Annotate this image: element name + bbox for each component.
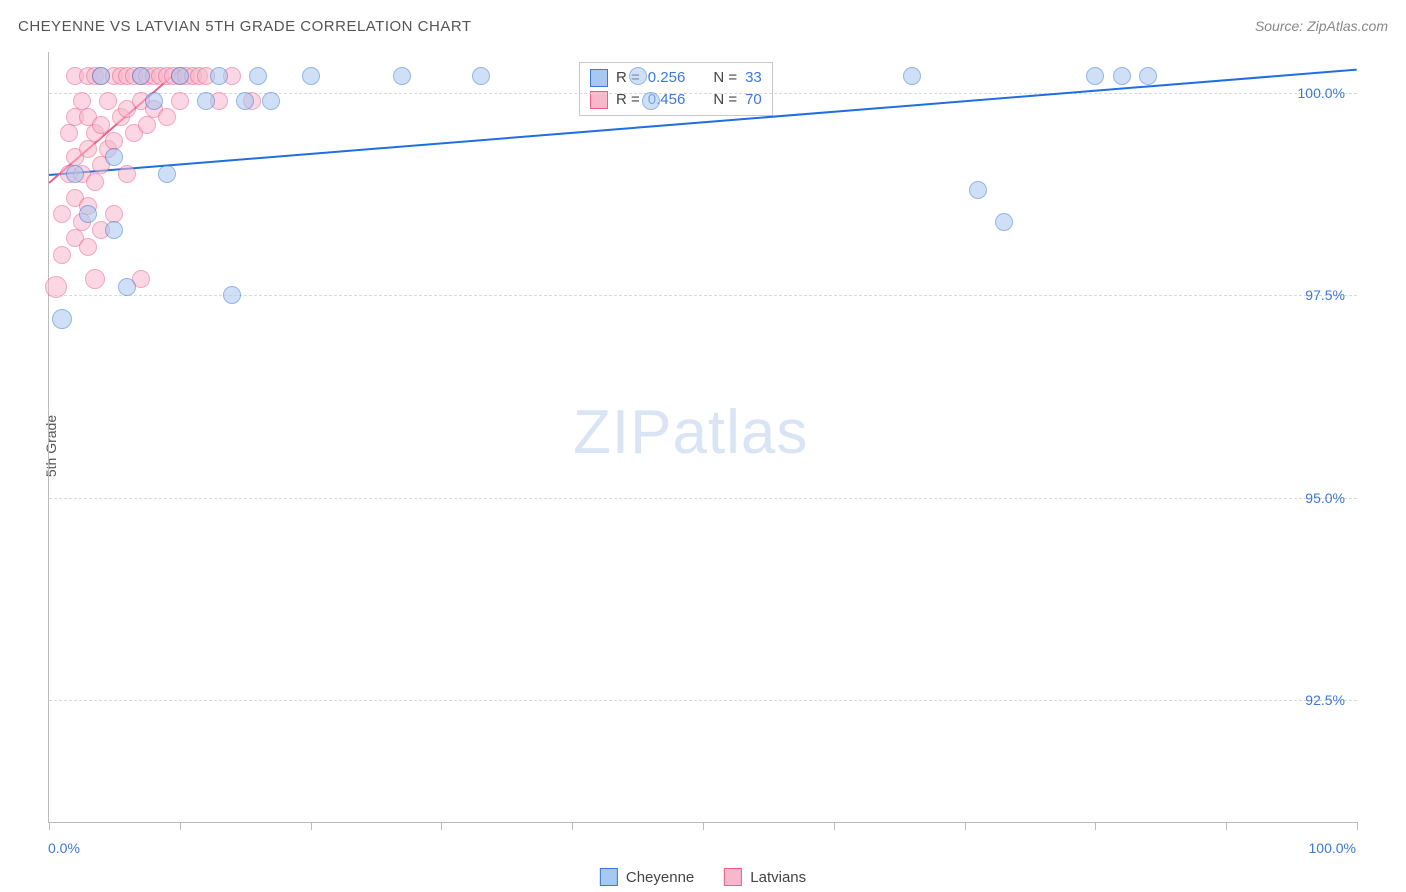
- data-point: [1139, 67, 1157, 85]
- x-tick: [572, 822, 573, 830]
- data-point: [86, 173, 104, 191]
- y-tick-label: 97.5%: [1305, 287, 1345, 303]
- data-point: [105, 148, 123, 166]
- x-tick: [311, 822, 312, 830]
- legend-swatch: [724, 868, 742, 886]
- x-tick: [180, 822, 181, 830]
- data-point: [223, 286, 241, 304]
- series-swatch: [590, 91, 608, 109]
- x-tick: [49, 822, 50, 830]
- data-point: [145, 92, 163, 110]
- legend-item: Cheyenne: [600, 868, 694, 886]
- data-point: [79, 140, 97, 158]
- data-point: [472, 67, 490, 85]
- data-point: [53, 205, 71, 223]
- data-point: [249, 67, 267, 85]
- data-point: [236, 92, 254, 110]
- legend-swatch: [600, 868, 618, 886]
- data-point: [52, 309, 72, 329]
- x-tick: [703, 822, 704, 830]
- data-point: [1113, 67, 1131, 85]
- gridline: [49, 295, 1357, 296]
- data-point: [60, 124, 78, 142]
- legend-item: Latvians: [724, 868, 806, 886]
- stats-row: R =0.256N =33: [590, 67, 762, 89]
- data-point: [118, 165, 136, 183]
- data-point: [171, 92, 189, 110]
- data-point: [99, 92, 117, 110]
- data-point: [105, 221, 123, 239]
- x-tick: [441, 822, 442, 830]
- data-point: [66, 165, 84, 183]
- data-point: [92, 67, 110, 85]
- data-point: [210, 67, 228, 85]
- data-point: [158, 165, 176, 183]
- data-point: [158, 108, 176, 126]
- data-point: [132, 67, 150, 85]
- watermark-atlas: atlas: [672, 398, 808, 467]
- x-tick: [1357, 822, 1358, 830]
- data-point: [85, 269, 105, 289]
- data-point: [393, 67, 411, 85]
- data-point: [903, 67, 921, 85]
- data-point: [642, 92, 660, 110]
- x-tick: [965, 822, 966, 830]
- chart-title: CHEYENNE VS LATVIAN 5TH GRADE CORRELATIO…: [18, 18, 472, 35]
- legend-label: Latvians: [750, 869, 806, 886]
- series-legend: Cheyenne Latvians: [600, 868, 806, 886]
- data-point: [302, 67, 320, 85]
- x-axis-min-label: 0.0%: [48, 840, 80, 856]
- data-point: [969, 181, 987, 199]
- y-tick-label: 95.0%: [1305, 490, 1345, 506]
- scatter-plot-area: ZIPatlas R =0.256N =33R =0.456N =70 92.5…: [48, 52, 1357, 823]
- data-point: [79, 238, 97, 256]
- data-point: [262, 92, 280, 110]
- data-point: [995, 213, 1013, 231]
- n-value: 33: [745, 67, 762, 89]
- gridline: [49, 498, 1357, 499]
- x-tick: [834, 822, 835, 830]
- data-point: [629, 67, 647, 85]
- watermark-zip: ZIP: [573, 398, 672, 467]
- series-swatch: [590, 69, 608, 87]
- data-point: [118, 278, 136, 296]
- gridline: [49, 700, 1357, 701]
- legend-label: Cheyenne: [626, 869, 694, 886]
- x-axis-max-label: 100.0%: [1309, 840, 1356, 856]
- data-point: [92, 116, 110, 134]
- watermark: ZIPatlas: [573, 397, 808, 468]
- y-tick-label: 100.0%: [1298, 85, 1345, 101]
- data-point: [171, 67, 189, 85]
- data-point: [1086, 67, 1104, 85]
- n-label: N =: [713, 67, 737, 89]
- data-point: [197, 92, 215, 110]
- y-tick-label: 92.5%: [1305, 692, 1345, 708]
- x-tick: [1226, 822, 1227, 830]
- r-value: 0.256: [648, 67, 686, 89]
- source-attribution: Source: ZipAtlas.com: [1255, 18, 1388, 34]
- data-point: [79, 205, 97, 223]
- correlation-stats-box: R =0.256N =33R =0.456N =70: [579, 62, 773, 116]
- data-point: [45, 276, 67, 298]
- x-tick: [1095, 822, 1096, 830]
- data-point: [53, 246, 71, 264]
- data-point: [138, 116, 156, 134]
